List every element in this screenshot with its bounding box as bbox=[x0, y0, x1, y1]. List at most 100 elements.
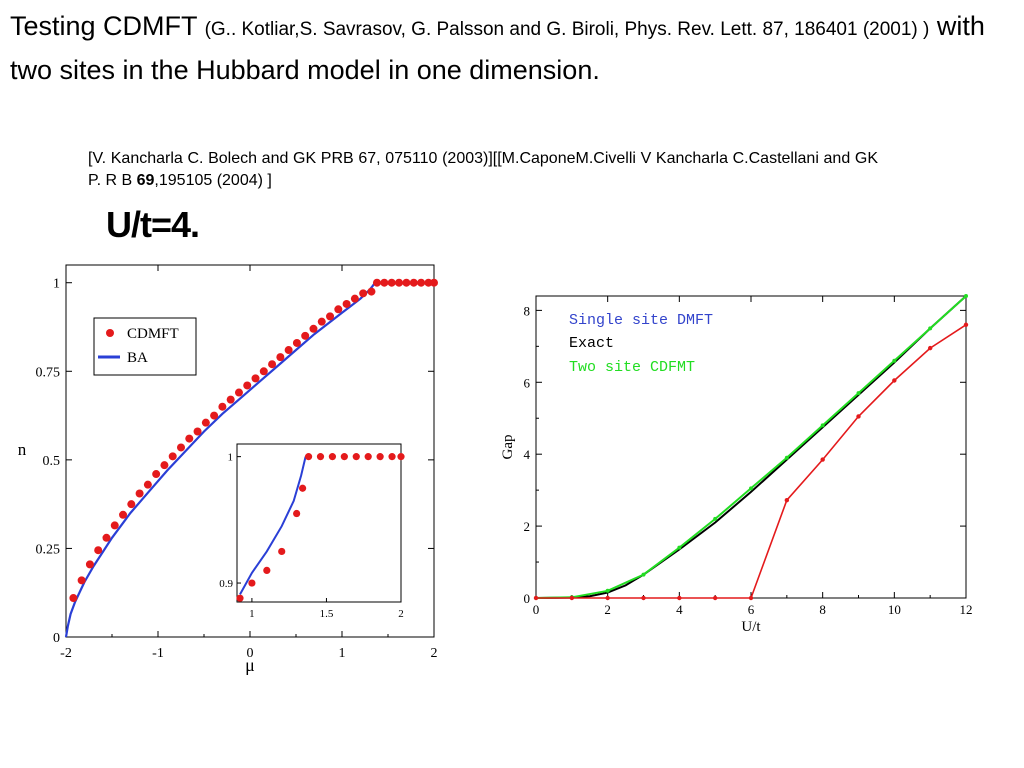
left-cdmft-point bbox=[317, 317, 326, 326]
references-text-1: [V. Kancharla C. Bolech and GK PRB 67, 0… bbox=[88, 150, 878, 189]
inset-cdmft-point bbox=[278, 547, 286, 556]
legend-exact-label: Exact bbox=[569, 335, 614, 352]
left-cdmft-point bbox=[94, 546, 103, 555]
inset-cdmft-point bbox=[304, 453, 313, 461]
single-site-point bbox=[641, 595, 646, 601]
left-cdmft-point bbox=[127, 500, 136, 509]
left-cdmft-point bbox=[160, 461, 169, 470]
right-y-tick-label: 4 bbox=[524, 447, 531, 462]
left-cdmft-point bbox=[276, 353, 285, 362]
right-x-tick-label: 0 bbox=[533, 602, 540, 617]
page-title: Testing CDMFT (G.. Kotliar,S. Savrasov, … bbox=[10, 6, 1010, 90]
left-x-axis-label: μ bbox=[245, 655, 255, 675]
legend-cdmft-label: CDMFT bbox=[127, 326, 179, 342]
two-site-point bbox=[713, 516, 718, 521]
left-cdmft-point bbox=[326, 312, 335, 321]
single-site-point bbox=[677, 595, 682, 601]
inset-x-tick-label: 1 bbox=[249, 608, 255, 620]
left-cdmft-point bbox=[402, 278, 411, 287]
single-site-point bbox=[856, 414, 861, 419]
two-site-point bbox=[784, 455, 789, 460]
left-cdmft-point bbox=[268, 360, 277, 369]
title-citation: (G.. Kotliar,S. Savrasov, G. Palsson and… bbox=[204, 19, 930, 40]
left-cdmft-point bbox=[395, 278, 404, 287]
inset-cdmft-point bbox=[293, 509, 301, 518]
left-x-tick-label: -2 bbox=[60, 646, 72, 661]
inset-y-tick-label: 0.9 bbox=[219, 578, 233, 590]
right-x-axis-label: U/t bbox=[741, 619, 761, 635]
right-x-tick-label: 12 bbox=[960, 602, 973, 617]
left-cdmft-point bbox=[342, 299, 351, 308]
two-site-point bbox=[677, 545, 682, 550]
two-site-point bbox=[641, 572, 646, 577]
inset-cdmft-point bbox=[364, 453, 372, 461]
left-cdmft-point bbox=[77, 576, 86, 585]
inset-x-tick-label: 2 bbox=[398, 608, 404, 620]
left-cdmft-point bbox=[359, 289, 368, 298]
legend-single-site-label: Single site DMFT bbox=[569, 312, 713, 329]
inset-cdmft-point bbox=[316, 453, 325, 461]
single-site-point bbox=[605, 595, 610, 601]
title-part-1: Testing CDMFT bbox=[10, 11, 198, 41]
inset-cdmft-point bbox=[388, 453, 396, 461]
left-cdmft-point bbox=[350, 294, 359, 303]
left-cdmft-point bbox=[259, 367, 268, 376]
left-cdmft-point bbox=[135, 489, 144, 498]
left-y-tick-label: 0.5 bbox=[43, 454, 61, 469]
inset-cdmft-point bbox=[352, 453, 360, 461]
legend-two-site-label: Two site CDFMT bbox=[569, 359, 695, 376]
left-cdmft-point bbox=[234, 388, 243, 397]
two-site-point bbox=[964, 294, 968, 298]
left-cdmft-point bbox=[210, 411, 219, 420]
right-y-tick-label: 2 bbox=[524, 519, 531, 534]
left-y-tick-label: 1 bbox=[53, 277, 60, 292]
inset-cdmft-point bbox=[263, 566, 271, 575]
left-cdmft-point bbox=[143, 480, 152, 489]
left-cdmft-point bbox=[85, 560, 94, 569]
left-legend-box bbox=[93, 317, 197, 376]
left-cdmft-point bbox=[367, 287, 376, 296]
left-cdmft-point bbox=[218, 402, 227, 411]
right-y-tick-label: 8 bbox=[524, 303, 531, 318]
left-cdmft-point bbox=[69, 594, 78, 603]
left-cdmft-point bbox=[102, 533, 111, 542]
left-cdmft-point bbox=[243, 381, 252, 390]
left-y-tick-label: 0 bbox=[53, 631, 60, 646]
inset-y-tick-label: 1 bbox=[228, 452, 234, 464]
right-x-tick-label: 8 bbox=[819, 602, 826, 617]
two-site-point bbox=[749, 486, 753, 491]
legend-cdmft-marker bbox=[106, 329, 114, 337]
references: [V. Kancharla C. Bolech and GK PRB 67, 0… bbox=[88, 148, 878, 192]
inset-ba-curve bbox=[239, 456, 307, 595]
single-site-point bbox=[963, 322, 969, 327]
left-x-tick-label: 1 bbox=[339, 646, 346, 661]
left-cdmft-point bbox=[168, 452, 177, 461]
two-site-point bbox=[892, 358, 897, 363]
left-cdmft-point bbox=[301, 331, 310, 340]
left-cdmft-point bbox=[110, 521, 119, 530]
two-site-point bbox=[605, 588, 610, 593]
subtitle: U/t=4. bbox=[106, 204, 200, 245]
inset-frame bbox=[236, 443, 402, 603]
left-cdmft-point bbox=[284, 346, 293, 355]
left-cdmft-point bbox=[251, 374, 260, 383]
single-site-point bbox=[820, 457, 825, 462]
left-cdmft-point bbox=[309, 324, 318, 333]
right-y-axis-label: Gap bbox=[500, 435, 516, 460]
inset-cdmft-point bbox=[299, 484, 307, 492]
right-y-tick-label: 0 bbox=[524, 591, 531, 606]
left-cdmft-point bbox=[119, 510, 128, 519]
left-cdmft-point bbox=[372, 278, 381, 287]
left-cdmft-point bbox=[430, 278, 438, 287]
left-x-tick-label: 2 bbox=[431, 646, 438, 661]
inset-cdmft-point bbox=[376, 453, 384, 461]
single-site-point bbox=[748, 595, 754, 601]
inset-cdmft-point bbox=[248, 579, 256, 587]
right-x-tick-label: 4 bbox=[676, 602, 683, 617]
single-site-point bbox=[784, 498, 790, 503]
right-x-tick-label: 10 bbox=[888, 602, 901, 617]
right-y-tick-label: 6 bbox=[524, 375, 531, 390]
left-y-tick-label: 0.25 bbox=[36, 542, 61, 557]
left-cdmft-point bbox=[424, 278, 433, 287]
